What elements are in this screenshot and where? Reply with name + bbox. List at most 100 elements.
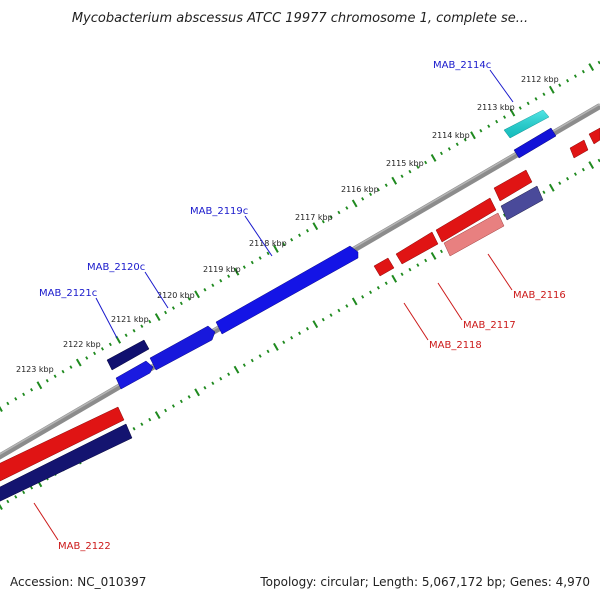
ruler-minor-tick [573, 74, 577, 78]
ruler-minor-tick [337, 210, 341, 215]
ruler-major-tick [312, 222, 319, 231]
kbp-label: 2116 kbp [341, 185, 379, 194]
kbp-label: 2114 kbp [432, 131, 470, 140]
ruler-minor-tick [124, 333, 128, 338]
gene-label-mab-2118[interactable]: MAB_2118 [429, 340, 482, 351]
ruler-minor-tick [479, 128, 483, 133]
ruler-minor-tick [53, 374, 57, 378]
ruler-minor-tick [400, 174, 404, 178]
gene-arrow-mab-2118[interactable] [395, 231, 439, 265]
ruler-minor-tick [321, 219, 325, 224]
gene-arrow-mab-2117[interactable] [435, 197, 497, 243]
ruler-major-tick [154, 411, 161, 420]
ruler-minor-tick [542, 190, 546, 195]
ruler-major-tick [0, 405, 3, 412]
gene-arrow-red-edge-1[interactable] [569, 139, 589, 159]
ruler-minor-tick [22, 392, 26, 397]
ruler-minor-tick [424, 160, 428, 165]
kbp-label: 2115 kbp [386, 159, 424, 168]
ruler-major-tick [430, 251, 437, 260]
ruler-minor-tick [242, 363, 246, 367]
ruler-minor-tick [337, 308, 341, 313]
gene-arrow-red-edge-2[interactable] [588, 127, 600, 145]
gene-callout-lines [33, 69, 514, 541]
ruler-major-tick [588, 63, 595, 72]
ruler-minor-tick [171, 306, 175, 310]
ruler-major-tick [588, 161, 595, 170]
ruler-minor-tick [581, 167, 585, 172]
ruler-minor-tick [369, 290, 373, 295]
ruler-minor-tick [424, 258, 428, 263]
gene-label-mab-2117[interactable]: MAB_2117 [463, 320, 516, 331]
gene-label-mab-2121c[interactable]: MAB_2121c [39, 288, 97, 299]
ruler-major-tick [430, 153, 437, 162]
ruler-minor-tick [503, 115, 507, 119]
gene-arrow-slate[interactable] [500, 185, 544, 221]
gene-label-mab-2116[interactable]: MAB_2116 [513, 290, 566, 301]
ruler-minor-tick [321, 317, 325, 322]
kbp-label: 2118 kbp [249, 239, 287, 248]
map-title: Mycobacterium abscessus ATCC 19977 chrom… [72, 11, 528, 26]
ruler-minor-tick [558, 181, 562, 185]
ruler-minor-tick [305, 228, 309, 233]
gene-label-mab-2120c[interactable]: MAB_2120c [87, 262, 145, 273]
ruler-major-tick [351, 297, 358, 306]
gene-arrow-mab-2122[interactable] [0, 406, 125, 486]
ruler-major-tick [233, 365, 240, 374]
forward-genes [106, 109, 557, 390]
ruler-minor-tick [227, 372, 231, 376]
gene-label-mab-2122[interactable]: MAB_2122 [58, 541, 111, 552]
gene-labels: MAB_2114c MAB_2119c MAB_2120c MAB_2121c … [39, 60, 566, 552]
kbp-label: 2119 kbp [203, 265, 241, 274]
gene-label-mab-2119c[interactable]: MAB_2119c [190, 206, 248, 217]
reverse-genes [0, 127, 600, 506]
ruler-major-tick [273, 244, 279, 253]
ruler-minor-tick [376, 188, 380, 192]
ruler-minor-tick [100, 347, 104, 351]
ruler-major-tick [548, 183, 555, 192]
ruler-minor-tick [93, 351, 97, 356]
ruler-minor-tick [329, 313, 333, 317]
gene-label-mab-2114c[interactable]: MAB_2114c [433, 60, 491, 71]
ruler-major-tick [154, 313, 161, 322]
ruler-minor-tick [439, 151, 443, 156]
gene-arrow-mab-2120c[interactable] [149, 325, 216, 371]
ruler-minor-tick [455, 142, 459, 147]
gene-arrow-mab-2119c[interactable] [215, 245, 359, 335]
gene-arrow-mab-2114-block[interactable] [513, 127, 557, 159]
ruler-minor-tick [290, 238, 294, 242]
ruler-minor-tick [132, 328, 136, 333]
ruler-minor-tick [140, 324, 144, 328]
gene-arrow-mab-2121c[interactable] [106, 339, 150, 371]
ruler-major-tick [194, 290, 200, 299]
gene-arrow-mab-2121-block[interactable] [115, 360, 154, 390]
ruler-minor-tick [534, 97, 538, 101]
ruler-minor-tick [463, 138, 467, 142]
callout-line-mab-2121c [95, 297, 118, 339]
ruler-minor-tick [30, 486, 34, 490]
ruler-minor-tick [14, 397, 18, 401]
ruler-minor-tick [487, 124, 491, 128]
ruler-minor-tick [566, 176, 570, 181]
kbp-labels: 2112 kbp 2113 kbp 2114 kbp 2115 kbp 2116… [16, 75, 559, 374]
gene-arrow-red-2115[interactable] [493, 169, 533, 202]
ruler-minor-tick [179, 399, 183, 404]
ruler-minor-tick [282, 340, 286, 345]
ruler-minor-tick [526, 101, 530, 106]
ruler-major-tick [509, 108, 516, 117]
ruler-minor-tick [573, 172, 577, 176]
gene-arrow-mab-2116[interactable] [443, 212, 505, 257]
gene-arrow-small-red[interactable] [373, 257, 395, 277]
gene-arrow-navy-long[interactable] [0, 423, 133, 506]
ruler-minor-tick [211, 283, 215, 288]
ruler-minor-tick [408, 267, 412, 272]
ruler-minor-tick [227, 274, 231, 278]
kbp-label: 2113 kbp [477, 103, 515, 112]
ruler-minor-tick [148, 417, 152, 422]
ruler-minor-tick [164, 310, 168, 315]
ruler-minor-tick [258, 354, 262, 358]
ruler-major-tick [548, 85, 555, 94]
ruler-minor-tick [179, 301, 183, 306]
ruler-minor-tick [369, 192, 373, 197]
